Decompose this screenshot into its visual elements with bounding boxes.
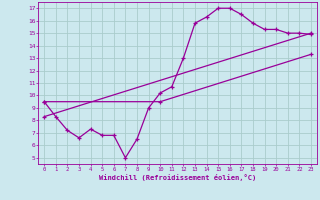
X-axis label: Windchill (Refroidissement éolien,°C): Windchill (Refroidissement éolien,°C) <box>99 174 256 181</box>
